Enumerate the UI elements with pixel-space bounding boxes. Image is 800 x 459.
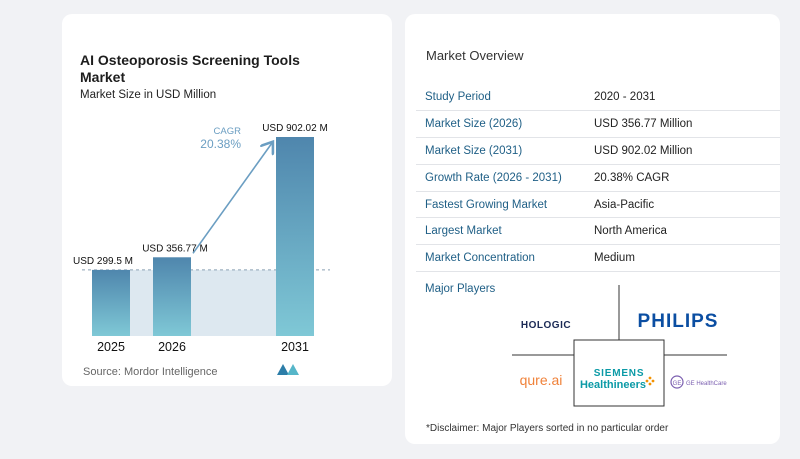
overview-value: North America (591, 217, 780, 246)
bar (153, 257, 191, 336)
overview-row: Market Concentration Medium (416, 244, 780, 273)
overview-row: Market Size (2026) USD 356.77 Million (416, 110, 780, 139)
svg-text:HOLOGIC: HOLOGIC (521, 320, 571, 331)
svg-text:SIEMENS: SIEMENS (594, 368, 645, 379)
x-tick-label: 2026 (158, 340, 186, 354)
overview-value: USD 902.02 Million (591, 137, 780, 165)
overview-row: Market Size (2031) USD 902.02 Million (416, 137, 780, 165)
overview-value: 20.38% CAGR (591, 164, 780, 192)
svg-text:Healthineers: Healthineers (580, 379, 646, 391)
bar (276, 137, 314, 336)
overview-key: Growth Rate (2026 - 2031) (416, 164, 591, 192)
x-tick-label: 2031 (281, 340, 309, 354)
chart-subtitle: Market Size in USD Million (80, 89, 217, 101)
cagr-value: 20.38% (200, 137, 241, 151)
overview-value: USD 356.77 Million (591, 110, 780, 139)
major-players-title: Major Players (425, 283, 496, 295)
overview-row: Growth Rate (2026 - 2031) 20.38% CAGR (416, 164, 780, 192)
overview-key: Market Size (2026) (416, 110, 591, 139)
overview-key: Market Concentration (416, 244, 591, 273)
mordor-logo-icon (277, 364, 299, 375)
chart-title: AI Osteoporosis Screening Tools Market (80, 52, 300, 85)
overview-row: Study Period 2020 - 2031 (416, 84, 780, 112)
cagr-arrow (192, 143, 272, 254)
bar-value-label: USD 902.02 M (262, 123, 328, 134)
overview-key: Fastest Growing Market (416, 191, 591, 219)
overview-key: Study Period (416, 84, 591, 112)
ge-healthcare-logo: GE GE HealthCare (670, 375, 727, 389)
svg-text:GE: GE (673, 381, 682, 387)
philips-logo: PHILIPS (638, 311, 719, 332)
bar-value-label: USD 299.5 M (73, 256, 133, 267)
svg-text:PHILIPS: PHILIPS (638, 311, 719, 332)
bar (92, 269, 130, 336)
qure-ai-logo: qure.ai (520, 372, 563, 388)
overview-row: Largest Market North America (416, 217, 780, 246)
overview-value: 2020 - 2031 (591, 84, 780, 112)
players-center-box (573, 339, 665, 407)
overview-table: Study Period 2020 - 2031 Market Size (2026… (416, 84, 780, 273)
overview-key: Largest Market (416, 217, 591, 246)
source-label: Source: Mordor Intelligence (83, 366, 218, 378)
x-tick-label: 2025 (97, 340, 125, 354)
disclaimer: *Disclaimer: Major Players sorted in no … (426, 423, 669, 434)
cagr-label: CAGR (214, 126, 242, 137)
svg-text:GE HealthCare: GE HealthCare (686, 381, 727, 387)
overview-value: Asia-Pacific (591, 191, 780, 219)
bar-value-label: USD 356.77 M (142, 243, 208, 254)
overview-value: Medium (591, 244, 780, 273)
svg-text:qure.ai: qure.ai (520, 372, 563, 388)
overview-key: Market Size (2031) (416, 137, 591, 165)
overview-row: Fastest Growing Market Asia-Pacific (416, 191, 780, 219)
hologic-logo: HOLOGIC (521, 320, 571, 331)
overview-title: Market Overview (426, 48, 524, 63)
siemens-healthineers-logo: SIEMENS Healthineers (580, 368, 655, 391)
